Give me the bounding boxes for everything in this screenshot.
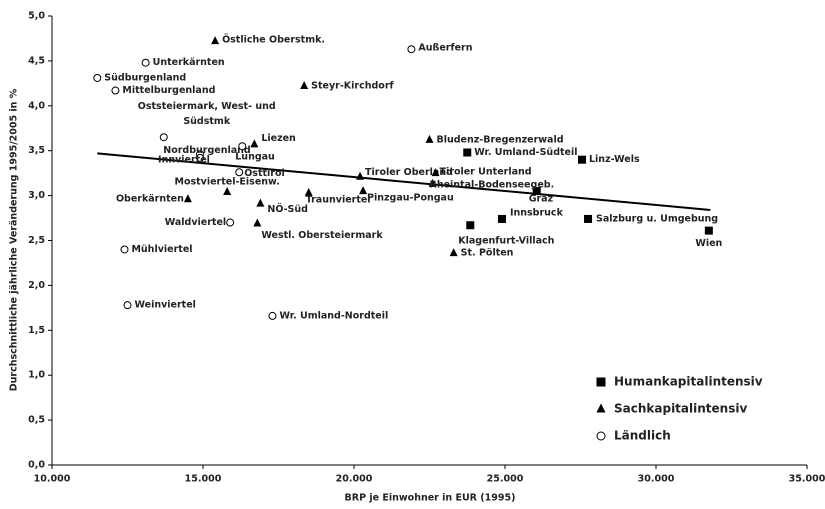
point-label: St. Pölten xyxy=(461,248,514,259)
point-label: Bludenz-Bregenzerwald xyxy=(437,134,564,145)
legend-marker xyxy=(596,431,606,441)
point xyxy=(497,214,506,223)
point-label: Tiroler Oberland xyxy=(365,167,453,178)
point-label: Nordburgenland xyxy=(163,145,250,156)
y-tick-label: 4,0 xyxy=(28,100,45,111)
y-tick-label: 0,0 xyxy=(28,460,45,471)
point-label: Klagenfurt-Villach xyxy=(458,236,554,247)
point xyxy=(235,168,244,177)
point-label: Wr. Umland-Nordteil xyxy=(279,310,388,321)
point-label: Östliche Oberstmk. xyxy=(222,35,325,46)
point xyxy=(120,245,129,254)
point-label: NÖ-Süd xyxy=(267,204,308,215)
point xyxy=(584,214,593,223)
legend-label: Ländlich xyxy=(614,429,671,443)
point-label: Wien xyxy=(695,238,722,249)
point-label: Lungau xyxy=(235,152,275,163)
point xyxy=(704,226,713,235)
y-tick-label: 4,5 xyxy=(28,55,45,66)
trend-line xyxy=(97,152,711,211)
legend-marker xyxy=(596,403,606,413)
point xyxy=(223,187,232,196)
point-label: Unterkärnten xyxy=(153,57,225,68)
point xyxy=(356,171,365,180)
y-axis-title: Durchschnittliche jährliche Veränderung … xyxy=(9,88,20,391)
point xyxy=(211,36,220,45)
point xyxy=(256,198,265,207)
point-label: Oststeiermark, West- und Südstmk xyxy=(138,101,276,127)
point-label: Osttirol xyxy=(244,168,285,179)
x-tick-label: 15.000 xyxy=(185,474,222,485)
y-tick-label: 2,5 xyxy=(28,235,45,246)
point-label: Innviertel xyxy=(158,154,210,165)
point xyxy=(578,155,587,164)
point-label: Westl. Obersteiermark xyxy=(261,230,383,241)
point-label: Tiroler Unterland xyxy=(440,167,532,178)
point xyxy=(359,186,368,195)
point-label: Traunviertel xyxy=(306,194,371,205)
point-label: Außerfern xyxy=(418,43,472,54)
point xyxy=(300,81,309,90)
point xyxy=(195,153,204,162)
point xyxy=(141,58,150,67)
point xyxy=(428,178,437,187)
x-tick-label: 10.000 xyxy=(34,474,71,485)
y-tick-label: 1,0 xyxy=(28,370,45,381)
point-label: Südburgenland xyxy=(104,72,186,83)
x-tick-label: 35.000 xyxy=(789,474,825,485)
point-label: Rheintal-Bodenseegeb. xyxy=(430,179,555,190)
point-label: Pinzgau-Pongau xyxy=(367,193,454,204)
point-label: Mühlviertel xyxy=(131,244,192,255)
point-label: Innsbruck xyxy=(510,207,564,218)
point xyxy=(449,248,458,257)
x-tick-label: 25.000 xyxy=(487,474,524,485)
x-axis-title: BRP je Einwohner in EUR (1995) xyxy=(345,493,516,504)
point xyxy=(253,218,262,227)
point xyxy=(238,142,247,151)
point xyxy=(183,194,192,203)
point-label: Liezen xyxy=(261,133,296,144)
point-label: Oberkärnten xyxy=(116,194,184,205)
point-label: Linz-Wels xyxy=(589,154,640,165)
point-label: Graz xyxy=(529,194,554,205)
point xyxy=(407,45,416,54)
point xyxy=(466,221,475,230)
x-tick-label: 20.000 xyxy=(336,474,373,485)
point-label: Weinviertel xyxy=(135,300,196,311)
point-label: Wr. Umland-Südteil xyxy=(474,147,577,158)
point xyxy=(111,86,120,95)
point-label: Mittelburgenland xyxy=(122,85,215,96)
y-tick-label: 1,5 xyxy=(28,325,45,336)
point xyxy=(425,134,434,143)
y-tick-label: 2,0 xyxy=(28,280,45,291)
point-label: Mostviertel-Eisenw. xyxy=(174,177,279,188)
point xyxy=(268,311,277,320)
legend-label: Humankapitalintensiv xyxy=(614,375,763,389)
y-tick-label: 3,0 xyxy=(28,190,45,201)
point xyxy=(463,148,472,157)
legend-label: Sachkapitalintensiv xyxy=(614,402,747,416)
point xyxy=(532,187,541,196)
point xyxy=(93,73,102,82)
y-tick-label: 5,0 xyxy=(28,11,45,22)
point xyxy=(250,139,259,148)
y-tick-label: 0,5 xyxy=(28,415,45,426)
point xyxy=(226,218,235,227)
legend-marker xyxy=(596,377,606,387)
point-label: Steyr-Kirchdorf xyxy=(311,81,394,92)
point xyxy=(123,301,132,310)
point xyxy=(159,133,168,142)
point-label: Waldviertel xyxy=(165,217,226,228)
y-tick-label: 3,5 xyxy=(28,145,45,156)
point-label: Salzburg u. Umgebung xyxy=(596,213,718,224)
point xyxy=(304,187,313,196)
point xyxy=(431,168,440,177)
x-tick-label: 30.000 xyxy=(638,474,675,485)
